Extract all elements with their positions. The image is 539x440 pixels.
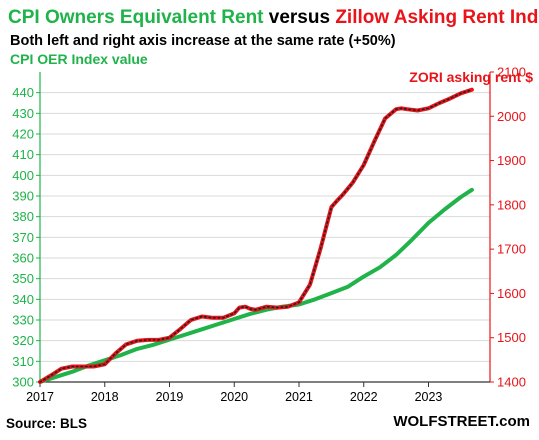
x-tick-label: 2021 (285, 390, 313, 404)
left-tick-label: 430 (12, 106, 34, 121)
left-tick-label: 370 (12, 230, 34, 245)
right-axis-title: ZORI asking rent $ (409, 69, 533, 85)
left-axis-title: CPI OER Index value (10, 51, 148, 67)
left-axis-ticks: 300 310 320 330 340 350 360 370 380 390 400 410 420 4… (12, 85, 40, 390)
right-tick-label: 1700 (497, 242, 526, 257)
title-part: Zillow Asking Rent Index (335, 7, 539, 28)
left-tick-label: 400 (12, 168, 34, 183)
left-tick-label: 360 (12, 251, 34, 266)
left-tick-label: 340 (12, 292, 34, 307)
x-tick-label: 2019 (156, 390, 184, 404)
source-note: Source: BLS (6, 416, 87, 431)
right-tick-label: 1600 (497, 286, 526, 301)
series-layer (38, 87, 474, 384)
left-tick-label: 440 (12, 85, 34, 100)
x-tick-label: 2023 (415, 390, 443, 404)
title-part: CPI Owners Equivalent Rent (8, 7, 264, 28)
right-tick-label: 2000 (497, 109, 526, 124)
brand-label: WOLFSTREET.com (393, 413, 530, 430)
x-axis-ticks: 2017 2018 2019 2020 2021 2022 2023 (26, 382, 442, 404)
right-tick-label: 1400 (497, 375, 526, 390)
series-line-oer (38, 187, 474, 384)
right-tick-label: 1800 (497, 197, 526, 212)
series-oer (38, 187, 474, 384)
left-tick-label: 320 (12, 333, 34, 348)
left-tick-label: 350 (12, 271, 34, 286)
series-dots-zori (39, 88, 473, 383)
right-axis-ticks: 1400 1500 1600 1700 1800 1900 2000 2100 (490, 65, 526, 390)
x-tick-label: 2022 (350, 390, 378, 404)
right-tick-label: 2100 (497, 65, 526, 80)
left-tick-label: 410 (12, 147, 34, 162)
left-tick-label: 390 (12, 189, 34, 204)
x-tick-label: 2018 (91, 390, 119, 404)
x-tick-label: 2020 (220, 390, 248, 404)
left-tick-label: 380 (12, 209, 34, 224)
x-tick-label: 2017 (26, 390, 54, 404)
right-tick-label: 1900 (497, 153, 526, 168)
left-tick-label: 330 (12, 313, 34, 328)
title-part: versus (264, 7, 336, 28)
axes (39, 72, 491, 383)
series-zori (38, 87, 474, 384)
left-tick-label: 310 (12, 354, 34, 369)
chart-title: CPI Owners Equivalent Rent versus Zillow… (8, 7, 539, 28)
left-tick-label: 300 (12, 375, 34, 390)
chart-subtitle: Both left and right axis increase at the… (10, 33, 396, 49)
left-tick-label: 420 (12, 127, 34, 142)
gridlines (40, 92, 490, 383)
right-tick-label: 1500 (497, 330, 526, 345)
